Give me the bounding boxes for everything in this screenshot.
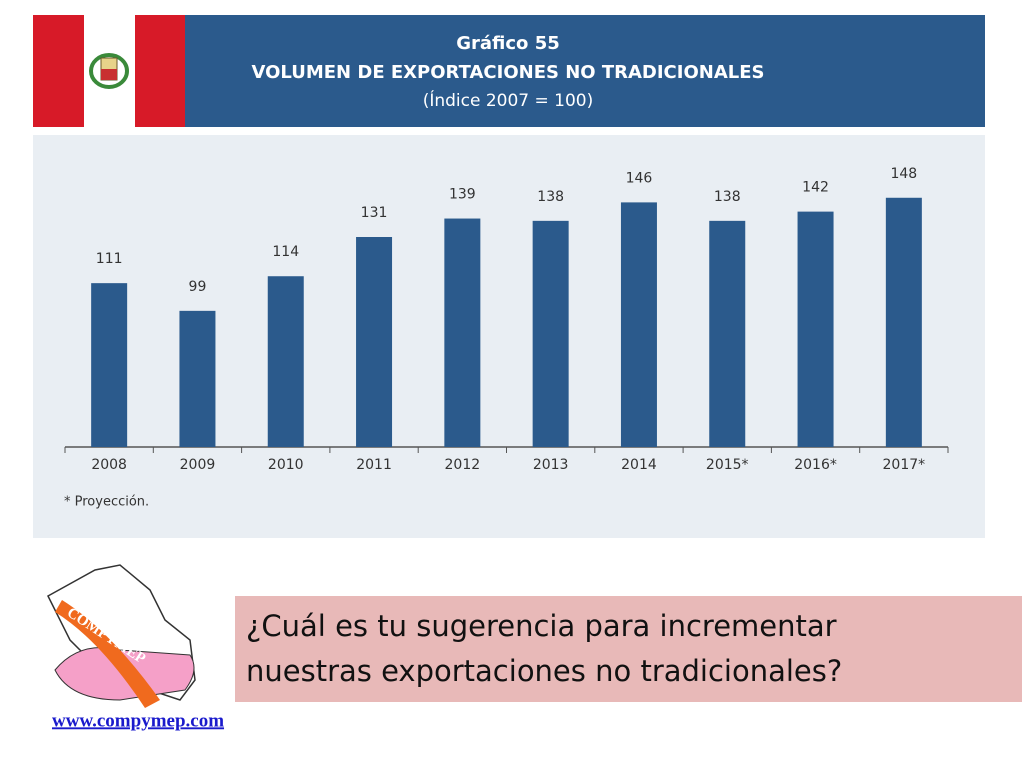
value-label: 114 bbox=[272, 244, 299, 260]
x-tick-label: 2013 bbox=[533, 457, 569, 473]
chart-subtitle: (Índice 2007 = 100) bbox=[423, 89, 594, 111]
bar bbox=[444, 218, 481, 447]
value-label: 148 bbox=[890, 166, 917, 182]
question-line: ¿Cuál es tu sugerencia para incrementar bbox=[246, 609, 837, 643]
x-tick-label: 2016* bbox=[794, 457, 837, 473]
x-tick-label: 2011 bbox=[356, 457, 392, 473]
website-link[interactable]: www.compymep.com bbox=[52, 710, 224, 731]
bar bbox=[91, 283, 128, 447]
x-tick-label: 2008 bbox=[91, 457, 127, 473]
value-label: 138 bbox=[537, 189, 564, 205]
x-tick-label: 2010 bbox=[268, 457, 304, 473]
bar bbox=[709, 220, 746, 447]
question-line: nuestras exportaciones no tradicionales? bbox=[246, 654, 842, 688]
value-label: 138 bbox=[714, 189, 741, 205]
value-label: 146 bbox=[626, 170, 653, 186]
question-box bbox=[235, 596, 1022, 702]
x-tick-label: 2009 bbox=[180, 457, 216, 473]
value-label: 131 bbox=[361, 205, 388, 221]
value-label: 111 bbox=[96, 251, 123, 267]
bar bbox=[267, 276, 304, 447]
flag-red bbox=[33, 15, 84, 127]
bar bbox=[532, 220, 569, 447]
value-label: 99 bbox=[189, 279, 207, 295]
value-label: 142 bbox=[802, 180, 829, 196]
flag-red bbox=[135, 15, 185, 127]
chart-title: VOLUMEN DE EXPORTACIONES NO TRADICIONALE… bbox=[251, 62, 764, 83]
coat-of-arms bbox=[89, 53, 129, 89]
bar bbox=[620, 202, 657, 447]
logo: COMPYMEP bbox=[47, 564, 196, 708]
x-tick-label: 2012 bbox=[445, 457, 481, 473]
x-tick-label: 2014 bbox=[621, 457, 657, 473]
x-tick-label: 2015* bbox=[706, 457, 749, 473]
bar bbox=[179, 310, 216, 447]
bar bbox=[797, 211, 834, 447]
header-band bbox=[33, 15, 985, 127]
bar bbox=[885, 197, 922, 447]
x-tick-label: 2017* bbox=[883, 457, 926, 473]
chart-panel bbox=[33, 135, 985, 538]
footnote: * Proyección. bbox=[64, 495, 149, 510]
value-label: 139 bbox=[449, 187, 476, 203]
bar bbox=[356, 237, 393, 447]
chart-label: Gráfico 55 bbox=[456, 33, 560, 54]
